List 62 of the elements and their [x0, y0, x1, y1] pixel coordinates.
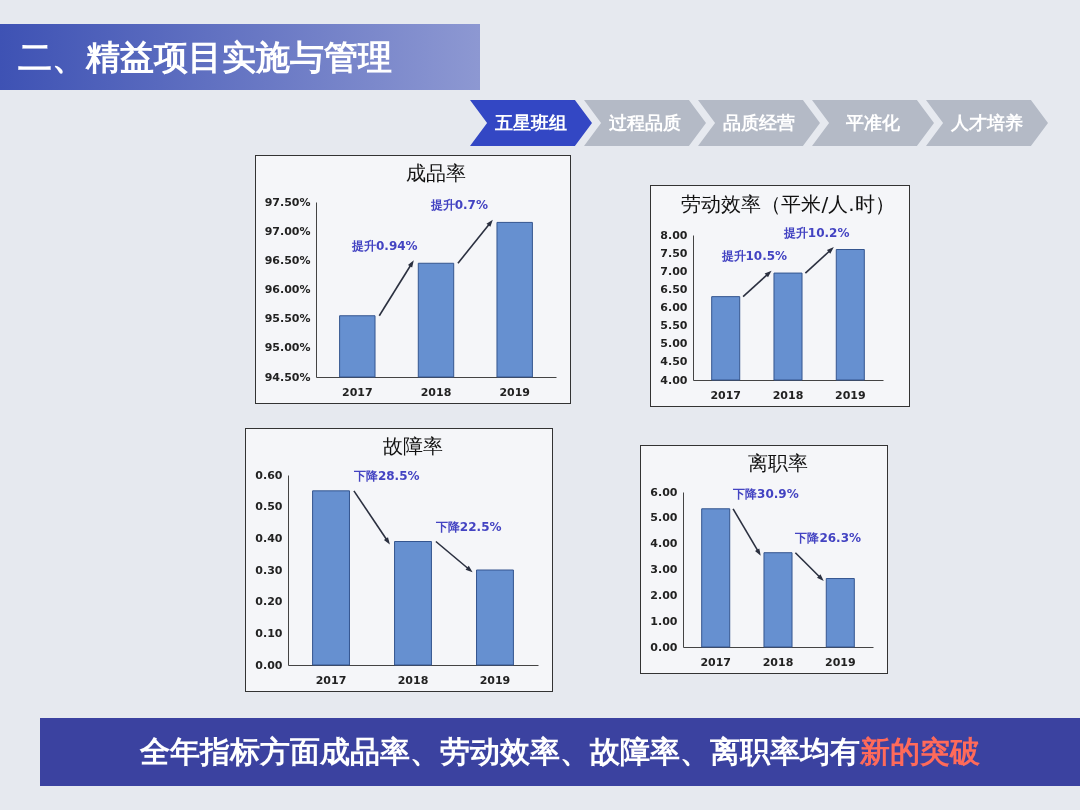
annotation: 下降26.3% — [794, 530, 862, 545]
text: 品质经营 — [723, 111, 795, 135]
y-tick-label: 2.00 — [650, 588, 678, 602]
y-tick-label: 8.00 — [660, 228, 688, 242]
annotation: 提升10.5% — [720, 249, 788, 264]
x-tick-label: 2018 — [397, 673, 429, 687]
x-tick-label: 2018 — [420, 385, 452, 399]
text: 五星班组 — [495, 111, 567, 135]
y-tick-label: 96.50% — [264, 253, 311, 267]
chart-title: 成品率 — [406, 161, 466, 185]
y-tick-label: 95.00% — [264, 341, 311, 355]
text: 二、精益项目实施与管理 — [18, 37, 392, 77]
y-tick-label: 0.00 — [255, 658, 283, 672]
y-tick-label: 0.50 — [255, 500, 283, 514]
y-tick-label: 6.00 — [650, 485, 678, 499]
text: 过程品质 — [609, 111, 681, 135]
y-tick-label: 0.30 — [255, 563, 283, 577]
y-tick-label: 1.00 — [650, 614, 678, 628]
annotation: 下降28.5% — [352, 468, 420, 483]
text: 新的突破 — [860, 732, 980, 771]
y-tick-label: 94.50% — [264, 370, 311, 384]
y-tick-label: 7.00 — [660, 264, 688, 278]
y-tick-label: 5.00 — [650, 511, 678, 525]
x-tick-label: 2017 — [342, 385, 373, 399]
y-tick-label: 0.60 — [255, 468, 283, 482]
chart-title: 劳动效率（平米/人.时） — [681, 191, 895, 216]
text: 平准化 — [846, 111, 900, 135]
y-tick-label: 4.00 — [660, 373, 688, 387]
y-tick-label: 6.00 — [660, 301, 688, 314]
y-tick-label: 4.00 — [650, 537, 678, 551]
y-tick-label: 3.00 — [650, 563, 678, 576]
y-tick-label: 0.00 — [650, 640, 678, 654]
y-tick-label: 95.50% — [264, 312, 311, 326]
y-tick-label: 97.50% — [264, 195, 311, 209]
x-tick-label: 2019 — [499, 385, 530, 399]
y-tick-label: 4.50 — [660, 355, 688, 369]
x-tick-label: 2017 — [700, 655, 732, 669]
y-tick-label: 96.00% — [264, 283, 311, 296]
y-tick-label: 5.00 — [660, 337, 688, 351]
y-tick-label: 97.00% — [264, 224, 311, 238]
annotation: 下降22.5% — [434, 519, 502, 534]
annotation: 提升0.7% — [429, 198, 488, 213]
y-tick-label: 7.50 — [660, 246, 688, 260]
y-tick-label: 6.50 — [660, 282, 688, 296]
x-tick-label: 2017 — [315, 673, 347, 687]
x-tick-label: 2018 — [772, 388, 804, 402]
y-tick-label: 0.10 — [255, 626, 283, 640]
annotation: 提升0.94% — [351, 239, 418, 254]
annotation: 下降30.9% — [732, 486, 799, 501]
text: 人才培养 — [951, 111, 1023, 135]
y-tick-label: 0.20 — [255, 595, 283, 609]
chart-title: 离职率 — [748, 451, 808, 475]
x-tick-label: 2019 — [834, 388, 866, 402]
x-tick-label: 2017 — [710, 388, 742, 402]
annotation: 提升10.2% — [782, 225, 850, 240]
text: 全年指标方面成品率、劳动效率、故障率、离职率均有 — [140, 732, 860, 771]
chart-title: 故障率 — [383, 434, 443, 458]
x-tick-label: 2019 — [479, 673, 511, 687]
y-tick-label: 0.40 — [255, 531, 283, 545]
x-tick-label: 2019 — [824, 655, 856, 669]
x-tick-label: 2018 — [762, 655, 794, 669]
y-tick-label: 5.50 — [660, 319, 688, 333]
